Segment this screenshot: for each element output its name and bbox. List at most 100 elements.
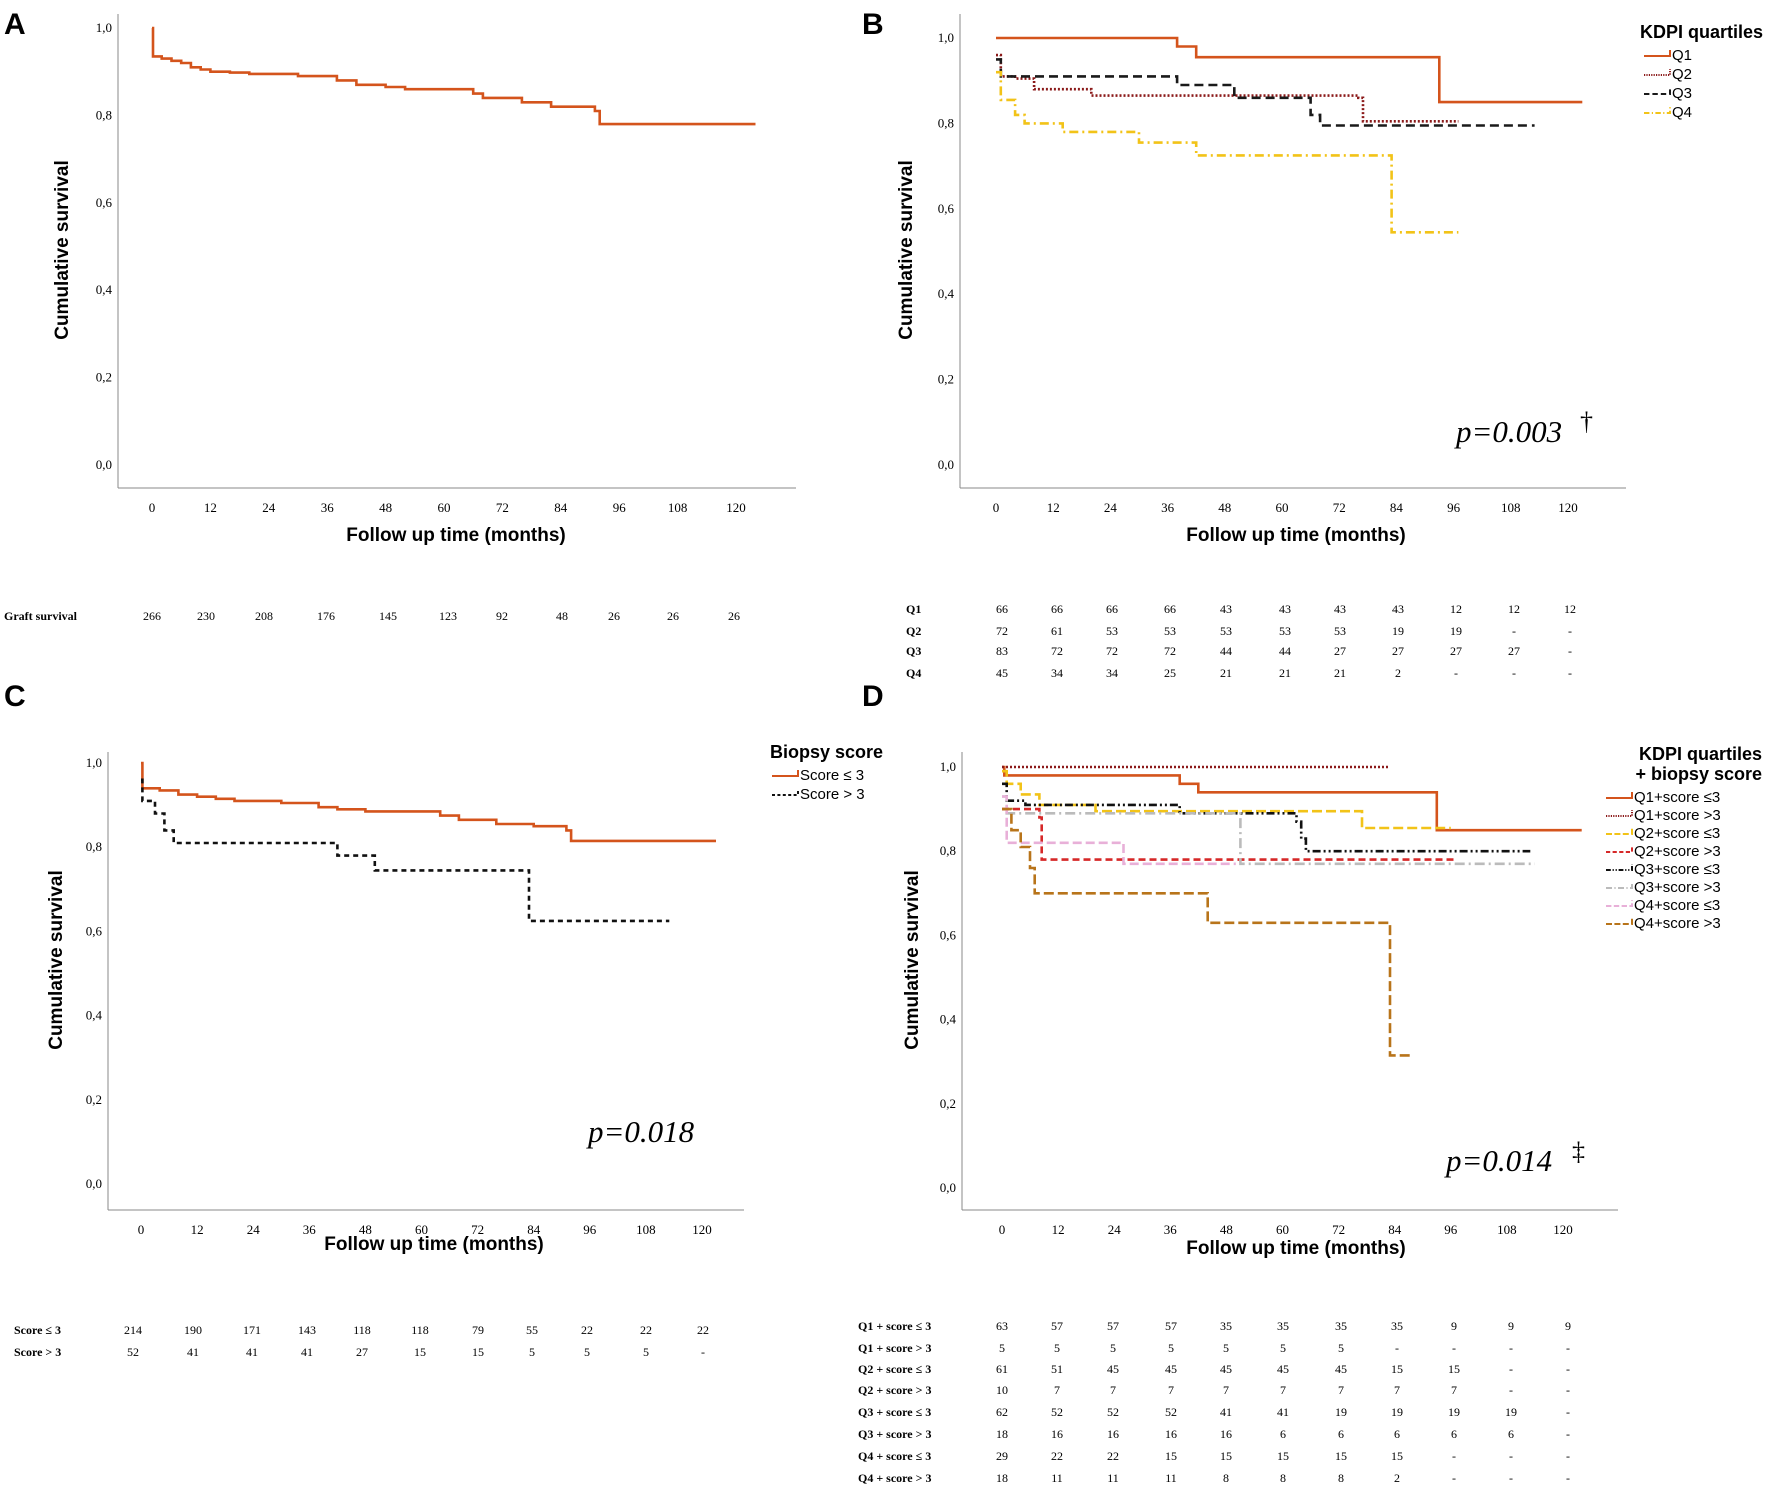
risk-cell: 5 (1280, 1341, 1286, 1355)
legend-swatch (1644, 69, 1671, 76)
legend-title: Biopsy score (770, 742, 883, 762)
risk-cell: 9 (1508, 1319, 1514, 1333)
x-tick-label: 108 (1497, 1222, 1517, 1237)
risk-cell: 72 (1164, 644, 1176, 658)
risk-cell: 66 (1106, 602, 1118, 616)
risk-cell: 171 (243, 1323, 261, 1337)
x-tick-label: 108 (668, 500, 688, 515)
legend-label: Score ≤ 3 (800, 767, 864, 784)
x-axis-title: Follow up time (months) (324, 1234, 544, 1255)
y-tick-label: 0,0 (938, 457, 954, 472)
x-tick-label: 0 (999, 1222, 1006, 1237)
y-tick-label: 0,4 (940, 1012, 957, 1027)
risk-row-label: Q4 + score ≤ 3 (858, 1449, 931, 1463)
series-line-q2 (996, 53, 1459, 123)
risk-cell: 118 (411, 1323, 429, 1337)
legend-swatch (1606, 810, 1633, 817)
risk-cell: 79 (472, 1323, 484, 1337)
y-tick-label: 0,8 (96, 107, 112, 122)
risk-cell: 41 (1220, 1405, 1232, 1419)
y-axis-title: Cumulative survival (902, 870, 923, 1050)
x-tick-label: 12 (191, 1222, 204, 1237)
risk-cell: 48 (556, 609, 568, 623)
legend: Biopsy score Score ≤ 3 Score > 3 (770, 742, 883, 803)
risk-cell: 6 (1451, 1427, 1457, 1441)
risk-cell: 266 (143, 609, 161, 623)
p-value-mark: † (1580, 407, 1593, 436)
risk-cell: - (1454, 666, 1458, 680)
risk-cell: 92 (496, 609, 508, 623)
risk-cell: 27 (1334, 644, 1346, 658)
risk-cell: - (1509, 1471, 1513, 1485)
risk-cell: 72 (1106, 644, 1118, 658)
risk-cell: 45 (1107, 1362, 1119, 1376)
risk-cell: 35 (1391, 1319, 1403, 1333)
x-tick-label: 24 (1104, 500, 1118, 515)
series-line-score-3 (141, 761, 716, 843)
x-axis-title: Follow up time (months) (346, 525, 566, 546)
panel-letter: D (862, 680, 884, 713)
risk-cell: - (1566, 1427, 1570, 1441)
risk-cell: 61 (1051, 624, 1063, 638)
x-tick-label: 96 (1447, 500, 1461, 515)
risk-cell: 11 (1165, 1471, 1177, 1485)
x-tick-label: 48 (1220, 1222, 1233, 1237)
risk-cell: - (1566, 1341, 1570, 1355)
x-tick-label: 60 (1276, 500, 1289, 515)
y-tick-label: 1,0 (96, 20, 112, 35)
risk-cell: 16 (1165, 1427, 1177, 1441)
p-value: p=0.018 (586, 1114, 695, 1149)
series-line-q4-score-3 (1002, 795, 1236, 866)
x-tick-label: 60 (438, 500, 451, 515)
risk-cell: 57 (1165, 1319, 1177, 1333)
risk-cell: 143 (298, 1323, 316, 1337)
risk-cell: 15 (472, 1345, 484, 1359)
risk-cell: 8 (1338, 1471, 1344, 1485)
risk-cell: 45 (1277, 1362, 1289, 1376)
legend-swatch (1606, 882, 1633, 889)
risk-cell: 18 (996, 1471, 1008, 1485)
risk-cell: 51 (1051, 1362, 1063, 1376)
risk-cell: 53 (1164, 624, 1176, 638)
risk-row-label: Q2 (906, 624, 921, 638)
y-tick-label: 1,0 (86, 755, 102, 770)
x-tick-label: 120 (1558, 500, 1578, 515)
risk-cell: 45 (1165, 1362, 1177, 1376)
legend-swatch (772, 770, 799, 777)
risk-cell: 19 (1448, 1405, 1460, 1419)
risk-cell: - (1509, 1449, 1513, 1463)
risk-cell: 22 (1107, 1449, 1119, 1463)
y-tick-label: 0,6 (940, 927, 957, 942)
legend-swatch (1644, 50, 1671, 57)
x-tick-label: 120 (726, 500, 746, 515)
legend-title: KDPI quartiles (1640, 22, 1763, 42)
legend-label: Q2+score >3 (1634, 843, 1721, 860)
risk-cell: 41 (246, 1345, 258, 1359)
risk-cell: 190 (184, 1323, 202, 1337)
risk-cell: 53 (1106, 624, 1118, 638)
risk-cell: 230 (197, 609, 215, 623)
risk-cell: 21 (1279, 666, 1291, 680)
risk-cell: 57 (1051, 1319, 1063, 1333)
x-tick-label: 0 (149, 500, 156, 515)
risk-cell: 118 (353, 1323, 371, 1337)
risk-cell: - (1512, 624, 1516, 638)
risk-cell: - (1509, 1362, 1513, 1376)
risk-cell: 15 (1448, 1362, 1460, 1376)
y-tick-label: 0,6 (96, 195, 113, 210)
risk-cell: 45 (1335, 1362, 1347, 1376)
x-tick-label: 84 (527, 1222, 541, 1237)
risk-cell: 34 (1106, 666, 1118, 680)
risk-cell: 27 (1508, 644, 1520, 658)
risk-cell: - (701, 1345, 705, 1359)
risk-cell: - (1566, 1362, 1570, 1376)
y-tick-label: 0,4 (86, 1008, 103, 1023)
legend-swatch (1644, 88, 1671, 95)
panel-letter: A (4, 8, 26, 41)
risk-cell: 11 (1107, 1471, 1119, 1485)
risk-cell: 7 (1394, 1383, 1400, 1397)
y-tick-label: 0,4 (96, 282, 113, 297)
risk-cell: 19 (1392, 624, 1404, 638)
risk-cell: 41 (1277, 1405, 1289, 1419)
